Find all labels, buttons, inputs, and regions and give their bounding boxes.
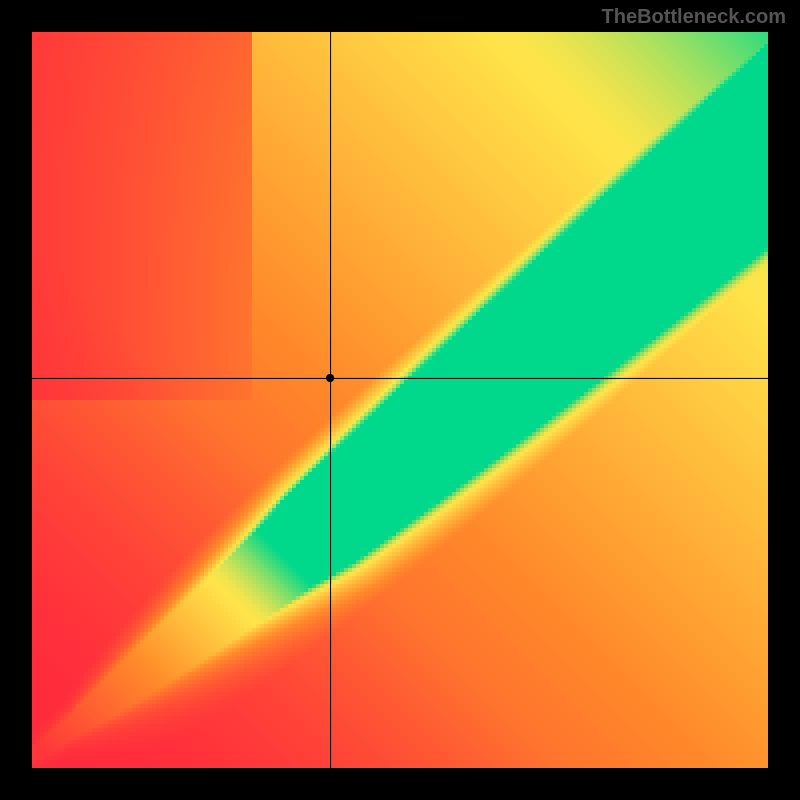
heatmap-canvas [0, 0, 800, 800]
chart-container: TheBottleneck.com [0, 0, 800, 800]
watermark-text: TheBottleneck.com [602, 6, 786, 29]
